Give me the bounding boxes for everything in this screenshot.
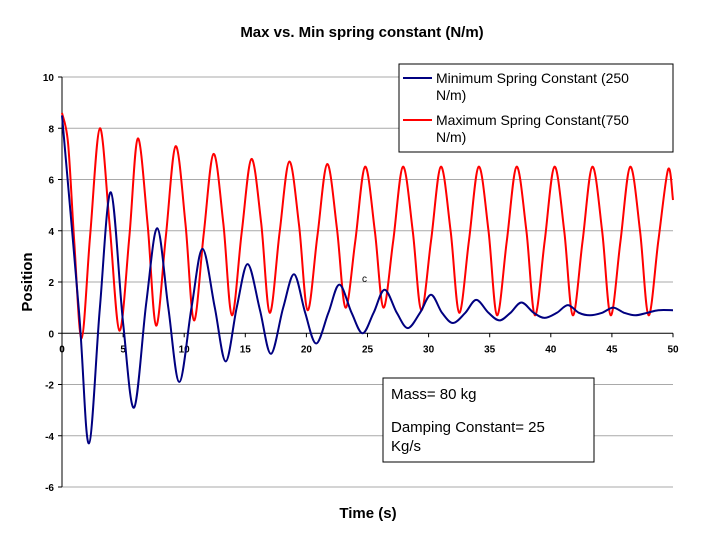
grid: [62, 76, 673, 488]
legend-min-line1: Minimum Spring Constant (250: [436, 70, 629, 86]
y-tick-label: 0: [48, 329, 54, 340]
x-tick-label: 30: [423, 344, 435, 355]
axes: [58, 76, 674, 488]
y-tick-label: 6: [48, 176, 54, 187]
x-tick-label: 45: [606, 344, 618, 355]
chart-title: Max vs. Min spring constant (N/m): [240, 24, 483, 41]
x-tick-label: 15: [240, 344, 252, 355]
y-axis-label: Position: [19, 252, 36, 311]
annotation-units: Kg/s: [391, 438, 421, 455]
x-tick-label: 25: [362, 344, 374, 355]
y-tick-label: 4: [48, 227, 54, 238]
series-line-minimum: [61, 115, 674, 445]
annotation-damping: Damping Constant= 25: [391, 419, 545, 436]
legend-min-line2: N/m): [436, 87, 466, 103]
y-tick-label: -2: [45, 381, 54, 392]
x-tick-label: 10: [179, 344, 191, 355]
legend-max-line2: N/m): [436, 129, 466, 145]
x-tick-label: 0: [59, 344, 65, 355]
x-tick-label: 50: [667, 344, 679, 355]
stray-label: c: [362, 274, 367, 285]
annotation-frame: [382, 377, 595, 463]
x-tick-label: 35: [484, 344, 496, 355]
y-tick-label: 2: [48, 278, 54, 289]
y-tick-label: -4: [45, 432, 54, 443]
annotation-mass: Mass= 80 kg: [391, 386, 476, 403]
y-tick-label: 10: [43, 73, 55, 84]
x-axis-label: Time (s): [339, 505, 396, 522]
legend: Minimum Spring Constant (250 N/m) Maximu…: [398, 63, 674, 153]
series-lines: [61, 112, 674, 445]
legend-max-line1: Maximum Spring Constant(750: [436, 112, 629, 128]
x-tick-label: 5: [120, 344, 126, 355]
annotation-box: Mass= 80 kg Damping Constant= 25 Kg/s: [382, 377, 595, 463]
y-tick-label: 8: [48, 124, 54, 135]
x-tick-label: 20: [301, 344, 313, 355]
y-tick-label: -6: [45, 483, 54, 494]
series-line-maximum: [61, 112, 674, 340]
legend-box: [398, 63, 674, 153]
x-tick-label: 40: [545, 344, 557, 355]
